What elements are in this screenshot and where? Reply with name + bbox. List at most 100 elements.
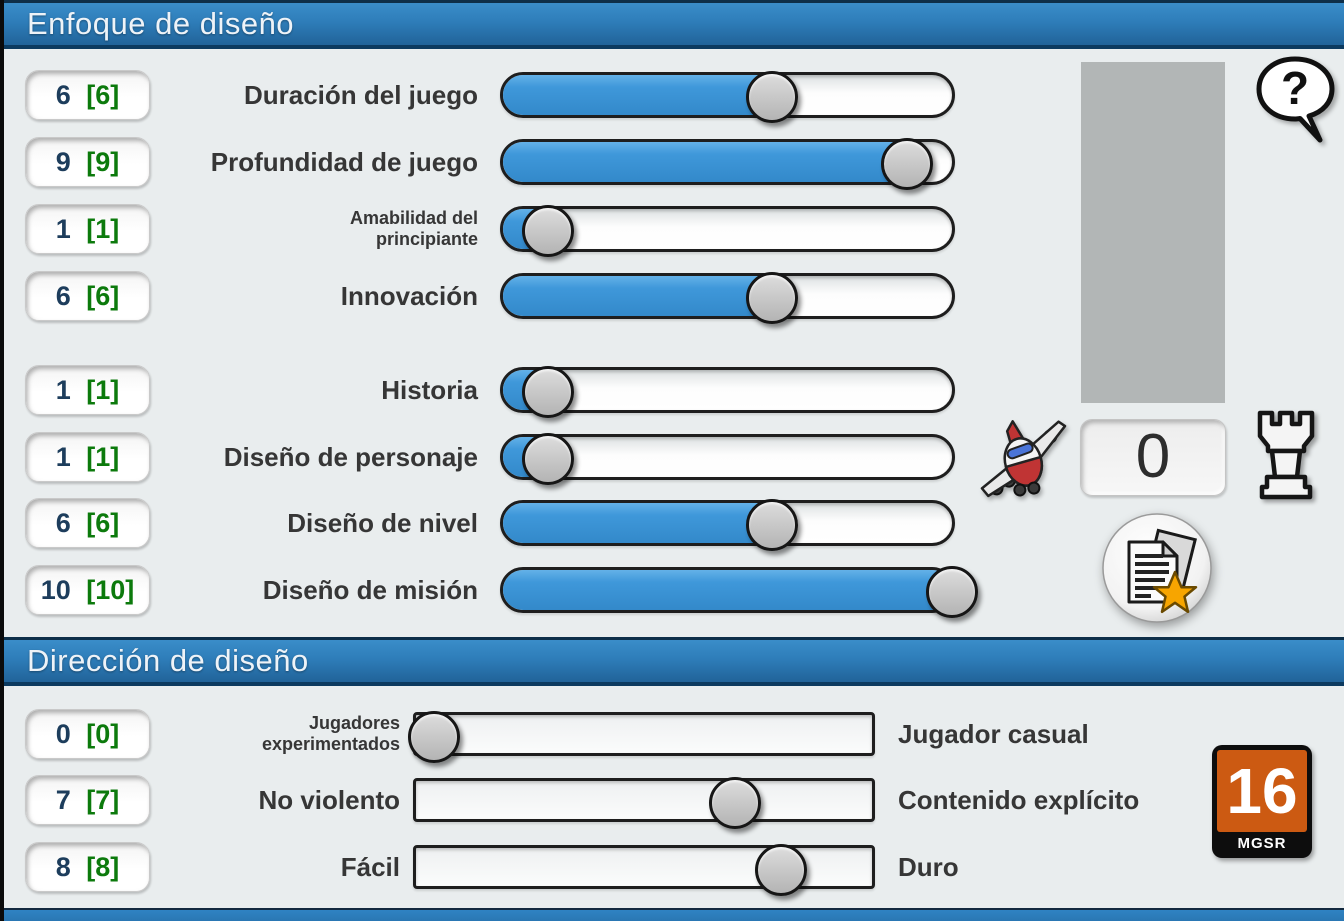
slider-fill [503, 75, 773, 115]
value-badge: 6 [6] [25, 498, 150, 548]
slider-label: Diseño de personaje [223, 442, 478, 472]
slider-label: Profundidad de juego [210, 147, 478, 177]
value-badge: 1 [1] [25, 204, 150, 254]
value-badge: 1 [1] [25, 432, 150, 482]
slider-thumb[interactable] [521, 433, 574, 485]
slider-label: Historia [381, 375, 478, 405]
slider-thumb[interactable] [709, 777, 762, 829]
row-difficulty: 8 [8] Fácil Duro [0, 842, 1344, 896]
slider-label: Fácil [340, 852, 400, 882]
value-badge: 0 [0] [25, 709, 150, 759]
slider-fill [503, 142, 908, 182]
row-experienced-players: 0 [0] Jugadores experimentados Jugador c… [0, 709, 1344, 763]
target-value: [8] [86, 852, 120, 882]
target-value: [1] [86, 442, 120, 472]
slider-right-label: Contenido explícito [898, 785, 1140, 815]
slider-thumb[interactable] [746, 499, 799, 551]
slider-mission-design[interactable] [500, 566, 978, 618]
section-header-design-focus: Enfoque de diseño [0, 0, 1344, 49]
slider-game-length[interactable] [500, 71, 955, 123]
section-title: Dirección de diseño [27, 643, 309, 678]
slider-thumb[interactable] [926, 566, 978, 618]
current-value: 6 [55, 80, 71, 110]
current-value: 1 [55, 375, 71, 405]
row-beginner-friendliness: 1 [1] Amabilidad del principiante [0, 204, 1344, 257]
slider-character-design[interactable] [500, 433, 955, 485]
target-value: [9] [86, 147, 120, 177]
current-value: 6 [55, 508, 71, 538]
cover-placeholder [1081, 62, 1225, 403]
slider-thumb[interactable] [746, 71, 799, 123]
section-title: Enfoque de diseño [27, 6, 295, 41]
slider-label: Jugadores experimentados [110, 709, 400, 759]
slider-label: Duración del juego [243, 80, 478, 110]
slider-label-line1: Jugadores [308, 713, 400, 733]
slider-label-line2: principiante [375, 229, 478, 249]
row-violence: 7 [7] No violento Contenido explícito [0, 775, 1344, 829]
score-counter: 0 [1080, 419, 1226, 496]
slider-fill [503, 570, 952, 610]
value-badge: 7 [7] [25, 775, 150, 825]
slider-level-design[interactable] [500, 499, 955, 551]
target-value: [1] [86, 214, 120, 244]
row-game-length: 6 [6] Duración del juego [0, 70, 1344, 123]
help-bubble-icon[interactable]: ? [1254, 56, 1340, 148]
current-value: 7 [55, 785, 71, 815]
value-badge: 10 [10] [25, 565, 150, 615]
section-header-design-direction: Dirección de diseño [0, 637, 1344, 686]
value-badge: 6 [6] [25, 271, 150, 321]
target-value: [0] [86, 719, 120, 749]
slider-thumb[interactable] [408, 711, 460, 763]
row-game-depth: 9 [9] Profundidad de juego [0, 137, 1344, 190]
slider-difficulty[interactable] [413, 844, 875, 896]
target-value: [6] [86, 281, 120, 311]
target-value: [10] [86, 575, 135, 605]
score-counter-value: 0 [1135, 422, 1171, 491]
next-section-header-partial [0, 908, 1344, 921]
slider-label-line2: experimentados [261, 734, 400, 754]
slider-thumb[interactable] [754, 844, 807, 896]
age-rating-badge: 16 MGSR [1212, 745, 1312, 858]
slider-fill [503, 503, 773, 543]
row-level-design: 6 [6] Diseño de nivel [0, 498, 1344, 551]
slider-thumb[interactable] [521, 205, 574, 257]
slider-thumb[interactable] [521, 366, 574, 418]
slider-right-label: Duro [898, 852, 959, 882]
svg-text:?: ? [1281, 62, 1309, 114]
value-badge: 6 [6] [25, 70, 150, 120]
slider-thumb[interactable] [746, 272, 799, 324]
row-innovation: 6 [6] Innovación [0, 271, 1344, 324]
current-value: 0 [55, 719, 71, 749]
age-rating-agency: MGSR [1237, 835, 1287, 852]
slider-experienced-vs-casual[interactable] [408, 711, 875, 763]
value-badge: 8 [8] [25, 842, 150, 892]
slider-label: Diseño de nivel [287, 508, 478, 538]
chess-rook-topic-icon [1257, 410, 1315, 500]
target-value: [7] [86, 785, 120, 815]
slider-thumb[interactable] [881, 138, 934, 190]
current-value: 1 [55, 442, 71, 472]
current-value: 9 [55, 147, 71, 177]
panel-left-border [0, 0, 4, 921]
current-value: 6 [55, 281, 71, 311]
star-icon [1152, 570, 1198, 614]
slider-label: Diseño de misión [262, 575, 478, 605]
slider-beginner-friendliness[interactable] [500, 205, 955, 257]
slider-story[interactable] [500, 366, 955, 418]
slider-violence[interactable] [413, 777, 875, 829]
row-story: 1 [1] Historia [0, 365, 1344, 418]
target-value: [6] [86, 508, 120, 538]
slider-fill [503, 276, 773, 316]
target-value: [6] [86, 80, 120, 110]
slider-game-depth[interactable] [500, 138, 955, 190]
current-value: 10 [40, 575, 71, 605]
target-value: [1] [86, 375, 120, 405]
value-badge: 9 [9] [25, 137, 150, 187]
slider-innovation[interactable] [500, 272, 955, 324]
slider-label-line1: Amabilidad del [349, 208, 478, 228]
report-documents-star-button[interactable] [1097, 508, 1217, 628]
slider-label: Innovación [340, 281, 478, 311]
age-rating-value: 16 [1217, 750, 1307, 832]
slider-label: No violento [258, 785, 400, 815]
